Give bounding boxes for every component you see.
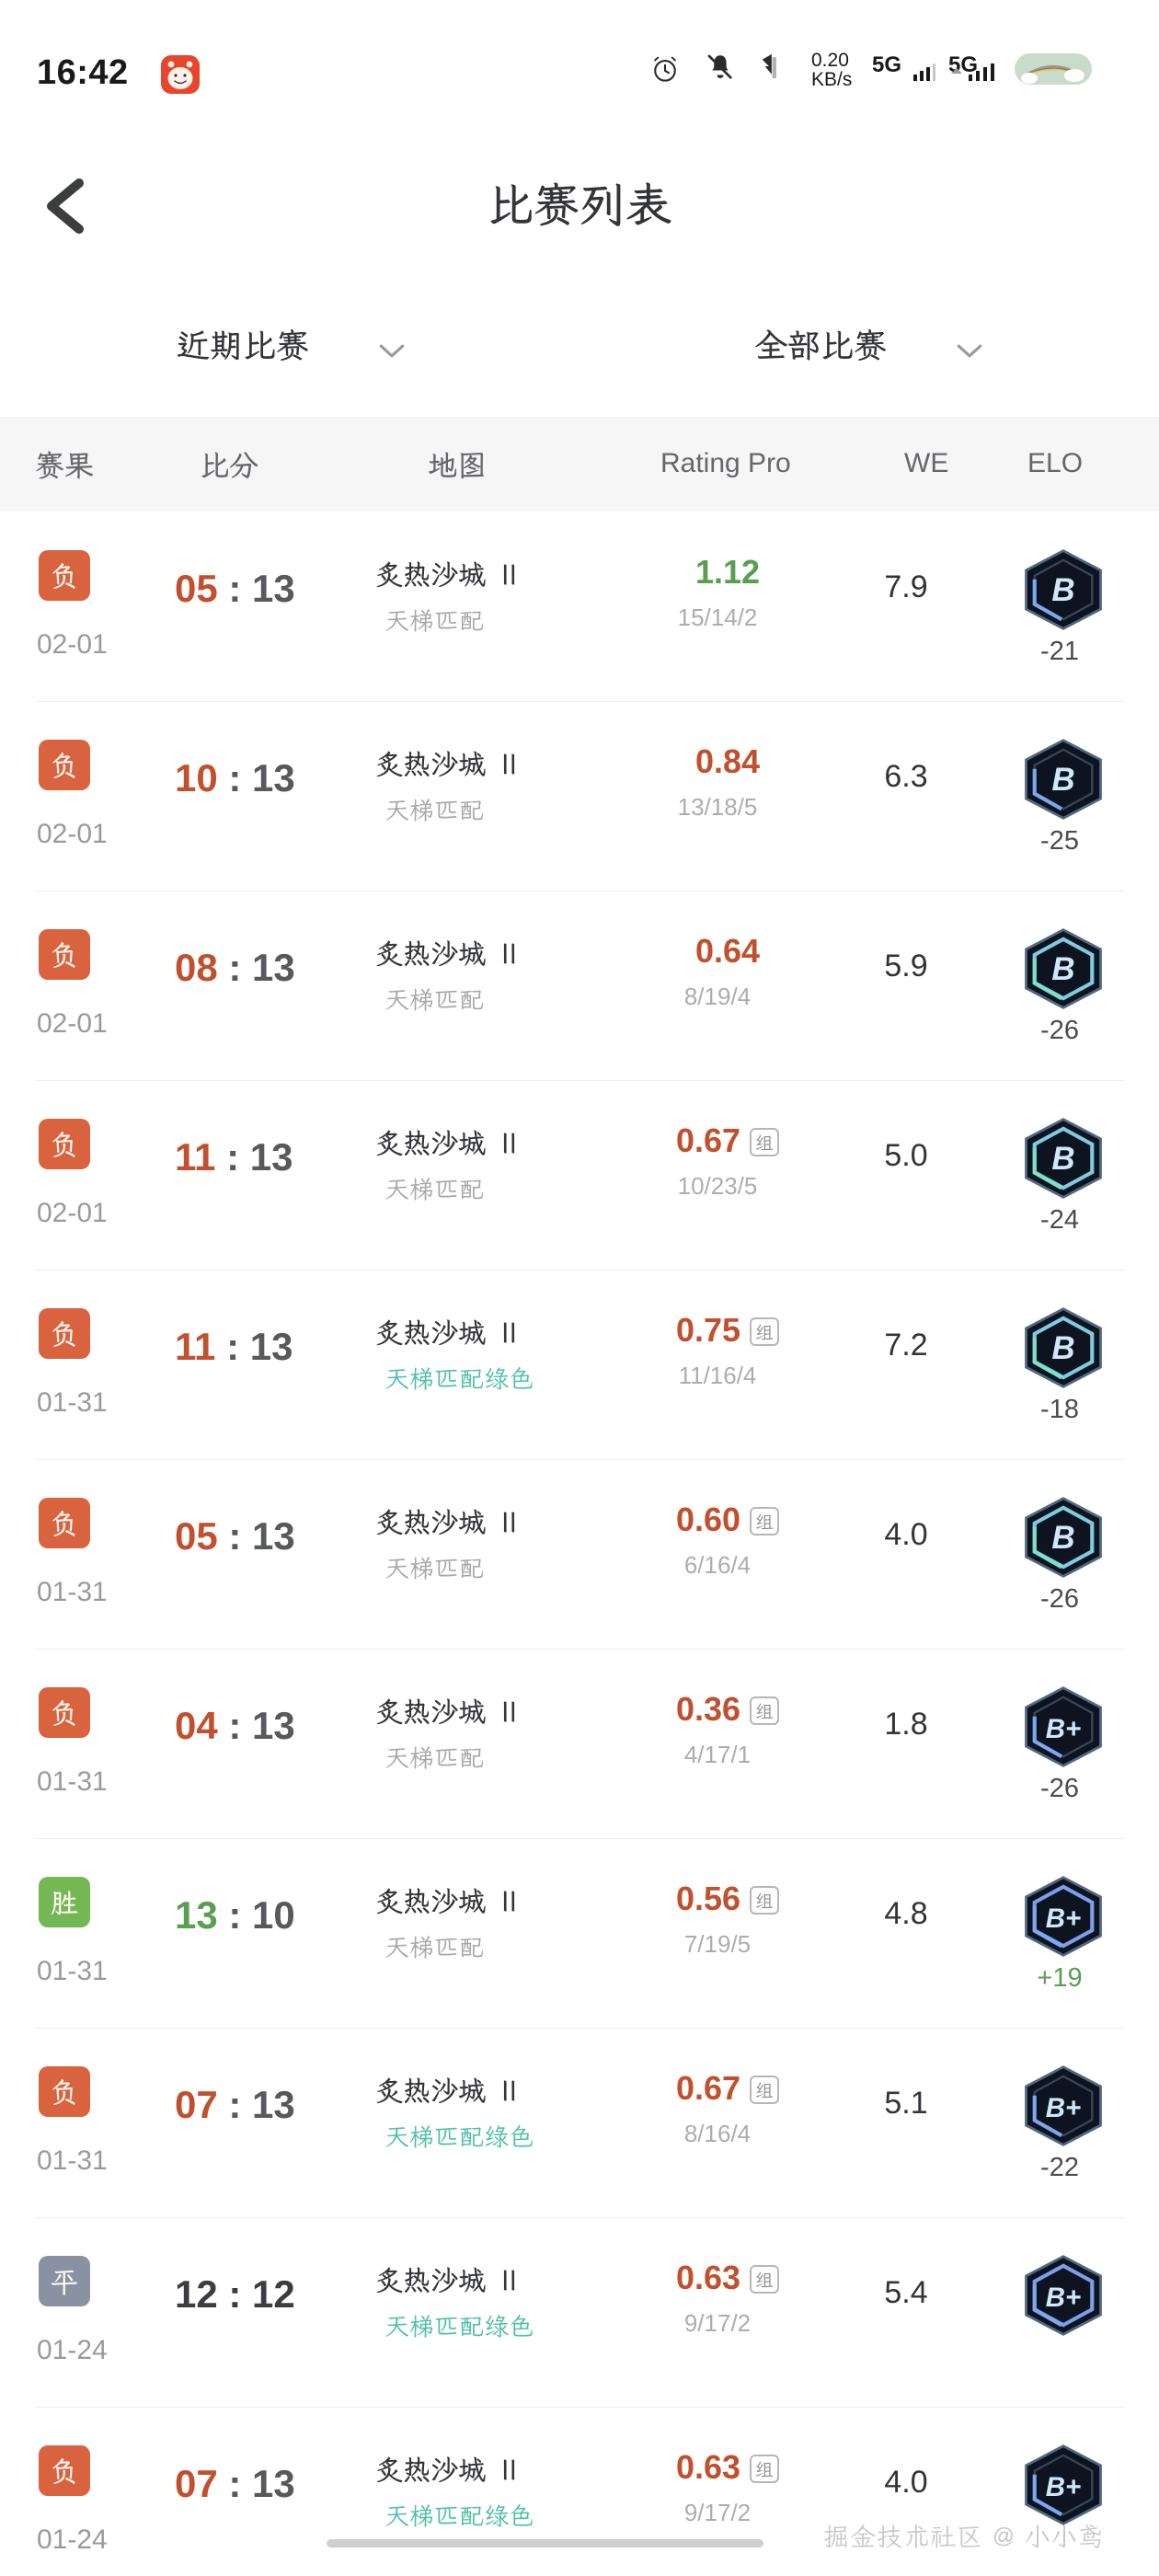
svg-text:B+: B+ [1046,1714,1081,1744]
svg-text:B: B [1051,1141,1074,1177]
svg-text:B: B [1051,762,1074,798]
svg-text:B+: B+ [1046,2283,1081,2313]
svg-text:B+: B+ [1046,2093,1081,2123]
svg-text:B: B [1051,1520,1074,1556]
svg-text:B+: B+ [1046,1903,1081,1934]
svg-text:B: B [1051,951,1074,987]
svg-text:B: B [1051,1330,1074,1366]
svg-text:B: B [1051,572,1074,608]
svg-text:B+: B+ [1046,2472,1081,2502]
